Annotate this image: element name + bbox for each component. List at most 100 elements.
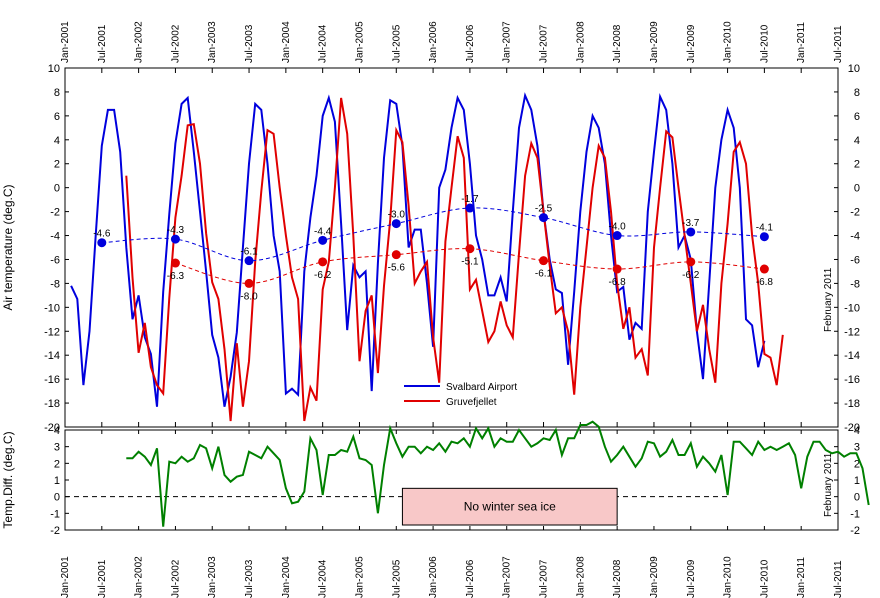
xtick-label-top: Jan-2008 [575,21,586,63]
svalbard-mean-curve [101,207,765,262]
top-ytick-label-left: 10 [48,63,60,75]
xtick-label-bottom: Jan-2002 [134,556,145,598]
top-ytick-label-left: -4 [50,231,60,243]
gruvefjellet-mean-label: -6.3 [167,271,185,282]
svalbard-mean-label: -3.0 [388,210,406,221]
xtick-label-bottom: Jan-2001 [60,556,71,598]
xtick-label-bottom: Jan-2009 [649,556,660,598]
xtick-label-bottom: Jul-2003 [244,559,255,598]
gruvefjellet-mean-label: -5.1 [461,257,479,268]
xtick-label-bottom: Jul-2008 [612,559,623,598]
svalbard-mean-point [686,227,696,237]
top-ytick-label-right: -20 [844,422,860,434]
gruvefjellet-mean-label: -5.6 [388,263,406,274]
xtick-label-bottom: Jul-2002 [170,559,181,598]
bottom-ytick-label-right: -2 [850,525,860,537]
xtick-label-bottom: Jul-2001 [97,559,108,598]
top-ytick-label-right: -16 [844,374,860,386]
svalbard-mean-point [244,256,254,266]
top-ytick-label-right: 10 [848,63,860,75]
top-ytick-label-right: -6 [850,254,860,266]
svalbard-mean-label: -2.5 [535,204,553,215]
xtick-label-bottom: Jul-2009 [686,559,697,598]
xtick-label-top: Jan-2003 [207,21,218,63]
gruvefjellet-mean-label: -6.1 [535,269,553,280]
temp-diff-line [126,420,870,527]
svalbard-mean-label: -4.3 [167,225,185,236]
top-ytick-label-left: -6 [50,254,60,266]
bottom-ytick-label-left: -1 [50,508,60,520]
top-ytick-label-right: -10 [844,302,860,314]
legend-label: Svalbard Airport [446,382,517,393]
annotation-box [401,487,618,526]
xtick-label-bottom: Jan-2007 [502,556,513,598]
xtick-label-top: Jul-2011 [833,25,844,63]
bottom-ytick-label-right: 1 [854,475,860,487]
xtick-label-top: Jul-2010 [759,24,770,63]
xtick-label-top: Jul-2007 [539,24,550,63]
bottom-ytick-label-left: 1 [54,475,60,487]
gruvefjellet-mean-point [612,264,622,274]
svalbard-mean-point [170,234,180,244]
top-ytick-label-left: 6 [54,111,60,123]
top-ytick-label-right: -4 [850,231,860,243]
gruvefjellet-mean-label: -8.0 [240,291,258,302]
xtick-label-bottom: Jan-2010 [723,556,734,598]
gruvefjellet-mean-label: -6.8 [756,277,774,288]
xtick-label-bottom: Jan-2006 [428,556,439,598]
top-ytick-label-left: -2 [50,207,60,219]
xtick-label-top: Jul-2001 [97,24,108,63]
svalbard-mean-label: -4.4 [314,226,332,237]
top-ytick-label-right: -14 [844,350,860,362]
xtick-label-top: Jan-2005 [354,21,365,63]
side-note-top: February 2011 [823,267,834,332]
top-ytick-label-left: 4 [54,135,60,147]
bottom-ytick-label-right: -1 [850,508,860,520]
bottom-ytick-label-left: 4 [54,425,60,437]
top-ytick-label-right: 8 [854,87,860,99]
gruvefjellet-mean-point [539,256,549,266]
xtick-label-bottom: Jan-2005 [354,556,365,598]
top-ytick-label-right: -18 [844,398,860,410]
gruvefjellet-mean-point [759,264,769,274]
svalbard-mean-point [465,203,475,213]
xtick-label-top: Jul-2002 [170,24,181,63]
xtick-label-top: Jan-2006 [428,21,439,63]
xtick-label-top: Jul-2008 [612,24,623,63]
gruvefjellet-mean-point [391,250,401,260]
top-ytick-label-right: -8 [850,278,860,290]
gruvefjellet-mean-point [686,257,696,267]
bottom-ytick-label-left: 0 [54,492,60,504]
top-ytick-label-left: -16 [44,374,60,386]
top-ytick-label-right: 2 [854,159,860,171]
bottom-ytick-label-left: 3 [54,442,60,454]
top-ytick-label-right: -2 [850,207,860,219]
svalbard-mean-label: -4.1 [756,223,774,234]
bottom-ytick-label-right: 2 [854,458,860,470]
svalbard-mean-point [539,213,549,223]
side-note-bottom: February 2011 [823,452,834,517]
xtick-label-bottom: Jul-2010 [759,559,770,598]
xtick-label-top: Jan-2004 [281,21,292,63]
xtick-label-bottom: Jul-2011 [833,560,844,598]
svalbard-mean-label: -3.7 [682,218,700,229]
gruvefjellet-mean-label: -6.2 [682,270,700,281]
bottom-ylabel: Temp.Diff. (deg.C) [1,431,15,528]
xtick-label-bottom: Jul-2005 [391,559,402,598]
top-ytick-label-left: -18 [44,398,60,410]
svalbard-mean-label: -1.7 [461,194,479,205]
svalbard-mean-label: -4.0 [609,222,627,233]
top-panel-frame [64,67,839,428]
xtick-label-bottom: Jul-2006 [465,559,476,598]
svalbard-mean-point [97,238,107,248]
xtick-label-bottom: Jan-2003 [207,556,218,598]
xtick-label-top: Jan-2011 [796,22,807,63]
bottom-ytick-label-right: 0 [854,492,860,504]
xtick-label-bottom: Jul-2004 [318,559,329,598]
svalbard-mean-label: -4.6 [93,229,111,240]
top-ytick-label-left: 0 [54,183,60,195]
bottom-ytick-label-left: 2 [54,458,60,470]
gruvefjellet-mean-label: -6.8 [609,277,627,288]
gruvefjellet-line [125,97,784,422]
